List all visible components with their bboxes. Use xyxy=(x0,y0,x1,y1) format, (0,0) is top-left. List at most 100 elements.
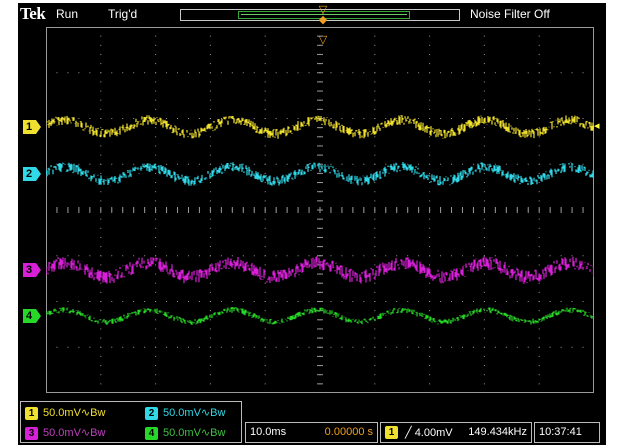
graticule-dot xyxy=(56,163,58,165)
ch4-ground-marker[interactable]: 4 xyxy=(23,309,41,323)
trigger-position-icon[interactable]: ▽ xyxy=(318,34,328,46)
graticule-dot xyxy=(363,163,365,165)
graticule-dot xyxy=(538,35,540,37)
graticule-dot xyxy=(209,246,211,248)
graticule-dot xyxy=(209,72,211,74)
ch2-readout[interactable]: 2 50.0mV∿Bw xyxy=(145,406,225,420)
graticule-dot xyxy=(374,108,376,110)
graticule-dot xyxy=(429,282,431,284)
graticule-dot xyxy=(396,118,398,119)
ch1-readout[interactable]: 1 50.0mV∿Bw xyxy=(25,406,105,420)
graticule-dot xyxy=(341,118,343,119)
graticule-dot xyxy=(560,255,562,257)
graticule-dot xyxy=(177,346,179,348)
graticule-dot xyxy=(155,374,157,376)
graticule-dot xyxy=(187,255,189,257)
graticule-dot xyxy=(155,108,157,110)
record-view-window[interactable] xyxy=(238,11,410,19)
trigger-position-icon[interactable]: ◆ xyxy=(318,14,328,26)
ch3-readout[interactable]: 3 50.0mV∿Bw xyxy=(25,426,105,440)
graticule-dot xyxy=(407,255,409,257)
graticule-dot xyxy=(242,346,244,348)
graticule-dot xyxy=(100,365,102,367)
graticule-dot xyxy=(100,291,102,293)
trigger-level-arrow-icon[interactable]: ◂ xyxy=(594,120,600,132)
graticule-dot xyxy=(374,355,376,357)
graticule-dot xyxy=(155,136,157,138)
graticule-dot xyxy=(144,163,146,165)
graticule-dot xyxy=(100,163,102,165)
graticule-dot xyxy=(155,200,157,202)
graticule-dot xyxy=(560,163,562,165)
timebase-readout[interactable]: 10.0ms 0.00000 s xyxy=(245,422,378,443)
graticule-dot xyxy=(374,53,376,55)
graticule-dot xyxy=(308,163,310,165)
graticule-dot xyxy=(264,264,266,266)
graticule-dot xyxy=(166,118,168,119)
acquisition-state[interactable]: Run xyxy=(56,7,79,21)
graticule-dot xyxy=(363,255,365,257)
graticule-dot xyxy=(527,255,529,257)
graticule-dot xyxy=(451,301,453,302)
graticule-dot xyxy=(67,163,69,165)
graticule-dot xyxy=(374,227,376,229)
ch4-readout[interactable]: 4 50.0mV∿Bw xyxy=(145,426,225,440)
graticule-dot xyxy=(155,319,157,321)
graticule-dot xyxy=(560,301,562,302)
graticule-dot xyxy=(122,163,124,165)
graticule-dot xyxy=(264,63,266,65)
graticule-dot xyxy=(538,291,540,293)
graticule-dot xyxy=(209,53,211,55)
graticule-dot xyxy=(571,72,573,74)
rising-edge-icon: ╱ xyxy=(405,427,412,439)
graticule-dot xyxy=(264,35,266,37)
ch1-ground-marker[interactable]: 1 xyxy=(23,120,41,134)
graticule-dot xyxy=(100,27,102,28)
graticule-dot xyxy=(418,118,420,119)
graticule-dot xyxy=(396,163,398,165)
graticule-dot xyxy=(166,72,168,74)
graticule-dot xyxy=(483,127,485,129)
graticule-dot xyxy=(46,346,47,348)
graticule-dot xyxy=(155,264,157,266)
trigger-readout[interactable]: 1 ╱ 4.00mV 149.434kHz xyxy=(380,422,532,443)
graticule-dot xyxy=(407,301,409,302)
graticule-dot xyxy=(374,145,376,147)
ch3-ground-marker[interactable]: 3 xyxy=(23,263,41,277)
ch1-waveform xyxy=(46,115,594,139)
graticule-dot xyxy=(582,301,584,302)
noise-filter-status[interactable]: Noise Filter Off xyxy=(470,7,550,21)
graticule-dot xyxy=(483,191,485,193)
trigger-position-icon[interactable]: ▽ xyxy=(318,4,328,16)
ch2-scale: 50.0mV xyxy=(163,407,201,419)
graticule-dot xyxy=(374,346,376,348)
graticule-dot xyxy=(264,99,266,101)
graticule-dot xyxy=(494,346,496,348)
graticule-dot xyxy=(560,346,562,348)
graticule-dot xyxy=(407,163,409,165)
graticule-dot xyxy=(483,81,485,83)
graticule-dot xyxy=(46,72,47,74)
graticule-dot xyxy=(209,108,211,110)
ch2-ground-marker[interactable]: 2 xyxy=(23,167,41,181)
graticule-dot xyxy=(155,392,157,393)
graticule-dot xyxy=(341,301,343,302)
graticule-dot xyxy=(111,346,113,348)
readout-bar: 1 50.0mV∿Bw 2 50.0mV∿Bw 3 50.0mV∿Bw 4 50.0mV… xyxy=(18,398,606,445)
graticule-dot xyxy=(374,236,376,238)
graticule-dot xyxy=(429,154,431,156)
graticule-dot xyxy=(549,346,551,348)
graticule-dot xyxy=(209,118,211,119)
graticule-dot xyxy=(341,255,343,257)
graticule-dot xyxy=(483,53,485,55)
graticule-dot xyxy=(483,200,485,202)
graticule-dot xyxy=(549,255,551,257)
graticule-dot xyxy=(187,118,189,119)
graticule-dot xyxy=(560,72,562,74)
graticule-dot xyxy=(78,118,80,119)
graticule-dot xyxy=(429,227,431,229)
graticule-dot xyxy=(144,255,146,257)
graticule-dot xyxy=(571,255,573,257)
graticule-dot xyxy=(538,27,540,28)
ch3-coupling: ∿Bw xyxy=(80,427,106,439)
